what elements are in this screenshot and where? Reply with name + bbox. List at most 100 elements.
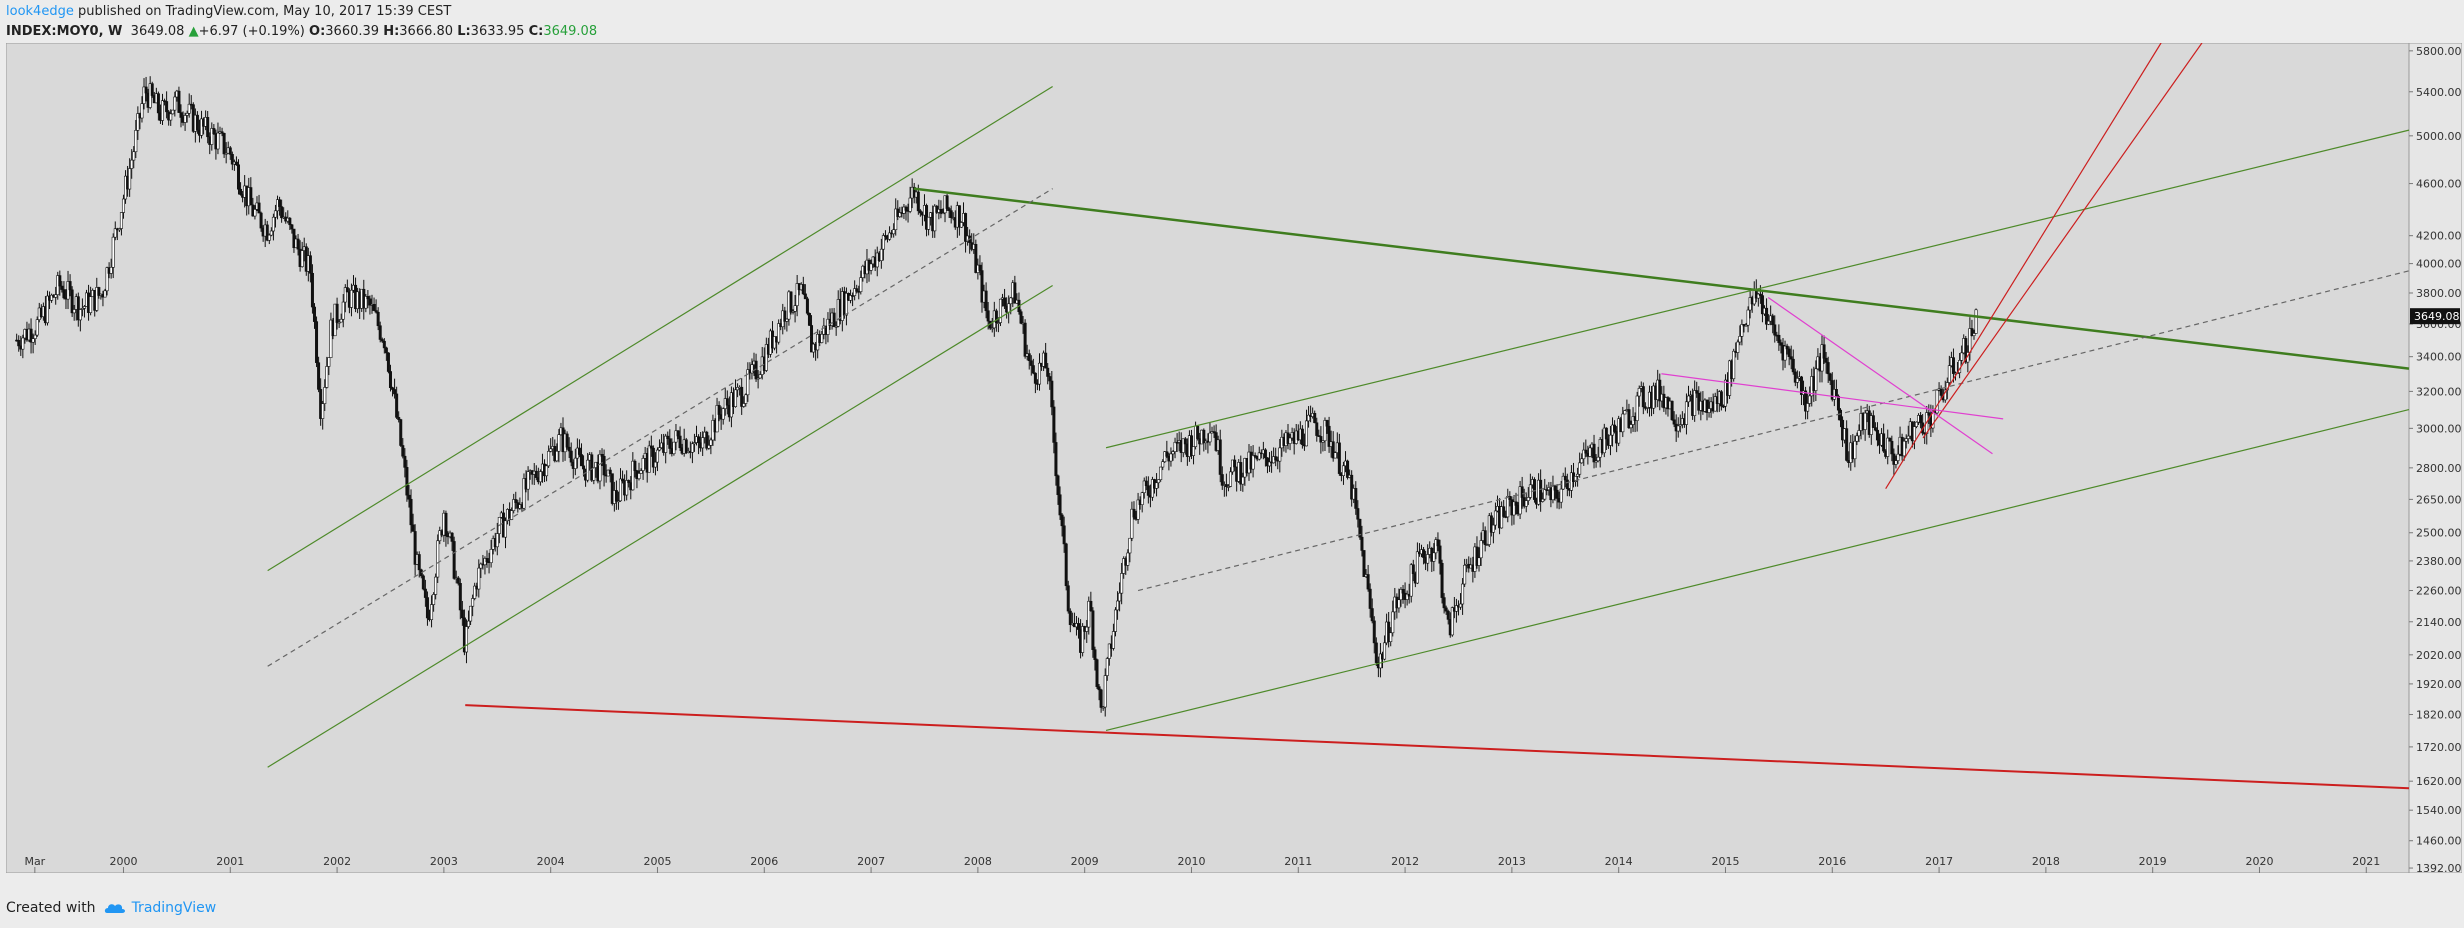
- candle-body-383: [801, 284, 805, 295]
- candle-body-220: [467, 620, 471, 627]
- high-label: H:: [383, 24, 400, 39]
- candle-body-416: [869, 263, 873, 271]
- trendline-8: [1885, 21, 2175, 489]
- candle-body-790: [1637, 388, 1641, 397]
- candle-body-163: [349, 289, 353, 308]
- trendline-5: [1105, 408, 2410, 732]
- candle-body-869: [1799, 376, 1803, 395]
- tradingview-logo-icon: [104, 904, 125, 913]
- x-tick-label-13: 2012: [1391, 855, 1419, 868]
- x-tick-label-15: 2014: [1605, 855, 1633, 868]
- candle-body-205: [436, 540, 440, 578]
- candle-body-285: [600, 453, 604, 457]
- y-tick-label-16: 2140.00: [2416, 616, 2462, 629]
- candle-body-916: [1896, 453, 1900, 461]
- candle-body-375: [785, 318, 789, 322]
- candle-body-695: [1442, 597, 1446, 609]
- candle-body-871: [1804, 390, 1808, 412]
- candle-body-200: [425, 597, 429, 619]
- open-label: O:: [309, 24, 326, 39]
- candle-body-39: [95, 287, 99, 311]
- candle-body-278: [586, 459, 590, 481]
- candle-body-876: [1814, 368, 1818, 391]
- candle-body-145: [312, 306, 316, 322]
- candle-body-735: [1524, 500, 1528, 507]
- candle-body-194: [413, 531, 417, 565]
- candle-body-677: [1405, 593, 1409, 600]
- candle-body-691: [1434, 539, 1438, 554]
- candle-body-102: [224, 152, 228, 155]
- candle-body-565: [1175, 441, 1179, 444]
- x-tick-label-20: 2019: [2139, 855, 2167, 868]
- candle-body-626: [1300, 428, 1304, 445]
- candle-body-270: [569, 450, 573, 463]
- close-label: C:: [528, 24, 544, 39]
- candle-body-615: [1278, 447, 1282, 462]
- candle-body-610: [1268, 461, 1272, 467]
- candle-body-26: [68, 281, 72, 291]
- candle-body-59: [136, 113, 140, 131]
- candle-body-823: [1705, 399, 1709, 413]
- candle-body-753: [1561, 475, 1565, 490]
- candle-body-849: [1758, 293, 1762, 296]
- candle-body-495: [1031, 365, 1035, 374]
- candle-body-887: [1836, 395, 1840, 411]
- candle-body-557: [1159, 466, 1163, 480]
- publish-line: look4edge published on TradingView.com, …: [6, 2, 597, 22]
- candle-body-453: [945, 195, 949, 209]
- price-axis[interactable]: [2408, 42, 2463, 874]
- candle-body-915: [1894, 460, 1898, 465]
- candle-body-119: [259, 212, 263, 229]
- candle-body-361: [756, 377, 760, 380]
- candle-body-759: [1574, 475, 1578, 482]
- candle-body-537: [1118, 592, 1122, 602]
- candle-body-953: [1972, 333, 1976, 336]
- candle-body-440: [918, 210, 922, 214]
- candle-body-411: [859, 277, 863, 292]
- price-chart[interactable]: 5800.00 5400.00 5000.00 4600.00 4200.00 4000.…: [5, 21, 2463, 875]
- candle-body-330: [692, 442, 696, 445]
- created-with-text: Created with: [6, 900, 96, 916]
- candle-body-175: [374, 310, 378, 313]
- candle-body-58: [134, 130, 138, 153]
- candle-body-673: [1397, 599, 1401, 609]
- candle-body-264: [557, 434, 561, 452]
- candle-body-596: [1239, 462, 1243, 485]
- candle-body-954: [1974, 309, 1978, 334]
- candle-body-31: [78, 309, 82, 321]
- candle-body-197: [419, 569, 423, 577]
- candle-body-222: [471, 598, 475, 607]
- candle-body-290: [610, 473, 614, 504]
- candle-body-311: [653, 461, 657, 468]
- candle-body-589: [1224, 484, 1228, 487]
- candle-body-639: [1327, 425, 1331, 447]
- x-tick-label-4: 2003: [430, 855, 458, 868]
- candle-body-719: [1491, 524, 1495, 533]
- candle-body-888: [1838, 409, 1842, 421]
- tradingview-link[interactable]: TradingView: [131, 900, 217, 916]
- candle-body-454: [947, 208, 951, 211]
- chart-area[interactable]: 5800.00 5400.00 5000.00 4600.00 4200.00 4000.…: [5, 21, 2463, 875]
- candle-body-137: [296, 238, 300, 250]
- candle-body-743: [1541, 498, 1545, 502]
- candle-body-529: [1101, 706, 1105, 709]
- candle-body-806: [1670, 400, 1674, 421]
- candle-body-602: [1251, 455, 1255, 470]
- candle-body-297: [625, 480, 629, 496]
- last-price: 3649.08: [130, 24, 185, 39]
- author-link[interactable]: look4edge: [6, 4, 74, 19]
- candle-body-745: [1545, 489, 1549, 491]
- candle-body-522: [1087, 600, 1091, 628]
- candle-body-374: [783, 310, 787, 322]
- trendline-9: [1922, 21, 2218, 439]
- candle-body-157: [337, 321, 341, 324]
- candle-body-242: [512, 499, 516, 511]
- candle-body-853: [1767, 320, 1771, 325]
- candle-body-469: [978, 264, 982, 271]
- y-tick-label-13: 2500.00: [2416, 527, 2462, 540]
- candle-body-652: [1354, 488, 1358, 509]
- candle-body-920: [1904, 438, 1908, 442]
- x-tick-label-17: 2016: [1818, 855, 1846, 868]
- chart-header: look4edge published on TradingView.com, …: [6, 2, 597, 42]
- candle-body-531: [1105, 658, 1109, 676]
